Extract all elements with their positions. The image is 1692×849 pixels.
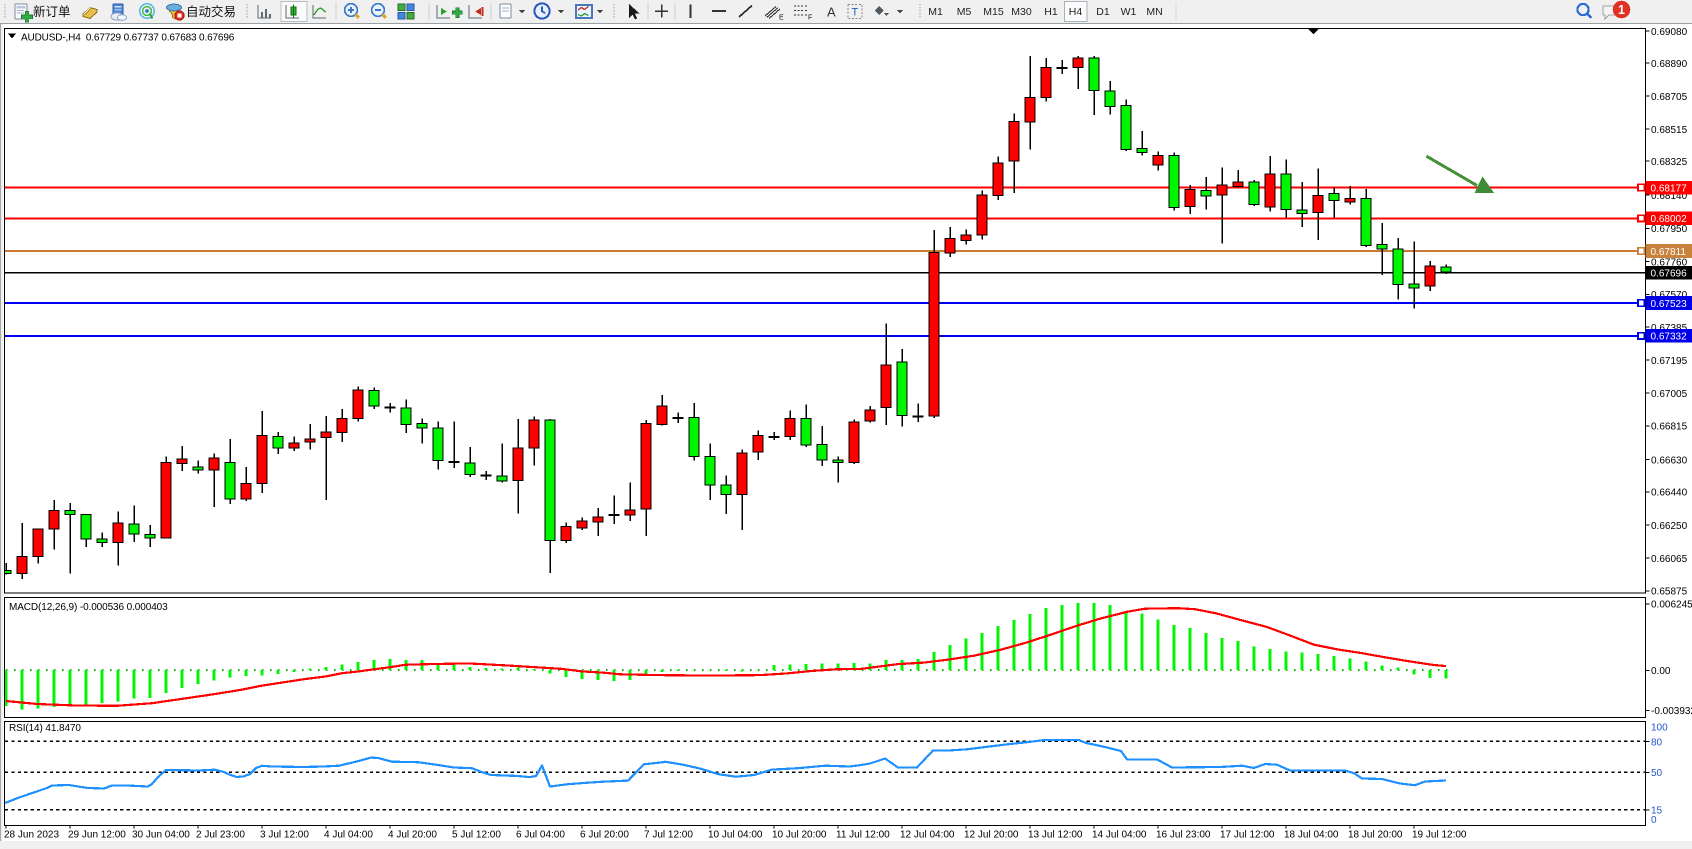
svg-text:10 Jul 20:00: 10 Jul 20:00	[772, 830, 827, 841]
svg-text:0.67760: 0.67760	[1651, 257, 1688, 268]
svg-text:6 Jul 20:00: 6 Jul 20:00	[580, 830, 629, 841]
svg-text:H4: H4	[1069, 6, 1083, 18]
svg-text:自动交易: 自动交易	[186, 4, 236, 19]
svg-text:-0.003932: -0.003932	[1651, 706, 1692, 717]
svg-text:M1: M1	[928, 6, 943, 18]
svg-text:0.67950: 0.67950	[1651, 224, 1688, 235]
svg-text:0.69080: 0.69080	[1651, 27, 1688, 38]
svg-text:0.66065: 0.66065	[1651, 554, 1688, 565]
svg-text:0.67195: 0.67195	[1651, 356, 1688, 367]
svg-text:E: E	[779, 15, 784, 22]
svg-text:0.68515: 0.68515	[1651, 125, 1688, 136]
svg-text:0.66440: 0.66440	[1651, 488, 1688, 499]
svg-text:0.00: 0.00	[1651, 666, 1671, 677]
svg-text:29 Jun 12:00: 29 Jun 12:00	[68, 830, 126, 841]
svg-text:0.67570: 0.67570	[1651, 290, 1688, 301]
svg-text:0.68705: 0.68705	[1651, 92, 1688, 103]
svg-text:RSI(14) 41.8470: RSI(14) 41.8470	[9, 723, 81, 734]
svg-text:0.67005: 0.67005	[1651, 389, 1688, 400]
svg-text:15: 15	[1651, 806, 1663, 817]
svg-text:28 Jun 2023: 28 Jun 2023	[4, 830, 59, 841]
svg-text:0.68325: 0.68325	[1651, 157, 1688, 168]
svg-text:0.66250: 0.66250	[1651, 521, 1688, 532]
svg-text:M30: M30	[1011, 6, 1032, 18]
svg-text:D1: D1	[1096, 6, 1110, 18]
svg-text:18 Jul 04:00: 18 Jul 04:00	[1284, 830, 1339, 841]
svg-text:0.65875: 0.65875	[1651, 587, 1688, 598]
svg-text:80: 80	[1651, 738, 1663, 749]
svg-text:11 Jul 12:00: 11 Jul 12:00	[836, 830, 890, 841]
svg-text:12 Jul 20:00: 12 Jul 20:00	[964, 830, 1019, 841]
svg-text:0.66630: 0.66630	[1651, 455, 1688, 466]
svg-text:0.66815: 0.66815	[1651, 422, 1688, 433]
svg-text:0.67811: 0.67811	[1651, 247, 1687, 258]
svg-text:1: 1	[1618, 3, 1625, 17]
svg-text:0.68002: 0.68002	[1651, 214, 1688, 225]
svg-text:H1: H1	[1044, 6, 1058, 18]
svg-text:18 Jul 20:00: 18 Jul 20:00	[1348, 830, 1403, 841]
svg-text:W1: W1	[1121, 6, 1137, 18]
svg-text:新订单: 新订单	[33, 4, 71, 19]
svg-text:0.67696: 0.67696	[1651, 269, 1688, 280]
svg-text:0.67385: 0.67385	[1651, 323, 1688, 334]
svg-text:0: 0	[1651, 815, 1657, 826]
svg-text:30 Jun 04:00: 30 Jun 04:00	[132, 830, 190, 841]
svg-text:10 Jul 04:00: 10 Jul 04:00	[708, 830, 763, 841]
svg-text:T: T	[852, 7, 859, 19]
svg-text:0.68140: 0.68140	[1651, 191, 1688, 202]
svg-text:MACD(12,26,9) -0.000536 0.0004: MACD(12,26,9) -0.000536 0.000403	[9, 602, 168, 613]
svg-text:14 Jul 04:00: 14 Jul 04:00	[1092, 830, 1147, 841]
svg-text:50: 50	[1651, 768, 1663, 779]
svg-text:4 Jul 04:00: 4 Jul 04:00	[324, 830, 373, 841]
svg-text:M5: M5	[957, 6, 972, 18]
svg-text:17 Jul 12:00: 17 Jul 12:00	[1220, 830, 1275, 841]
svg-text:MN: MN	[1146, 6, 1162, 18]
svg-text:19 Jul 12:00: 19 Jul 12:00	[1412, 830, 1467, 841]
svg-text:7 Jul 12:00: 7 Jul 12:00	[644, 830, 693, 841]
svg-text:6 Jul 04:00: 6 Jul 04:00	[516, 830, 565, 841]
svg-text:0.67523: 0.67523	[1651, 299, 1688, 310]
svg-text:16 Jul 23:00: 16 Jul 23:00	[1156, 830, 1211, 841]
svg-text:2 Jul 23:00: 2 Jul 23:00	[196, 830, 245, 841]
svg-text:12 Jul 04:00: 12 Jul 04:00	[900, 830, 955, 841]
svg-text:0.006245: 0.006245	[1651, 600, 1692, 611]
svg-text:AUDUSD-,H4 0.67729 0.67737 0.: AUDUSD-,H4 0.67729 0.67737 0.67683 0.676…	[21, 33, 235, 44]
svg-text:F: F	[808, 15, 812, 22]
svg-text:100: 100	[1651, 723, 1668, 734]
svg-text:A: A	[827, 5, 836, 20]
svg-text:13 Jul 12:00: 13 Jul 12:00	[1028, 830, 1083, 841]
svg-text:0.67332: 0.67332	[1651, 332, 1688, 343]
svg-text:0.68177: 0.68177	[1651, 184, 1688, 195]
svg-text:4 Jul 20:00: 4 Jul 20:00	[388, 830, 437, 841]
svg-text:3 Jul 12:00: 3 Jul 12:00	[260, 830, 309, 841]
svg-text:0.68890: 0.68890	[1651, 59, 1688, 70]
svg-text:5 Jul 12:00: 5 Jul 12:00	[452, 830, 501, 841]
svg-text:M15: M15	[983, 6, 1004, 18]
